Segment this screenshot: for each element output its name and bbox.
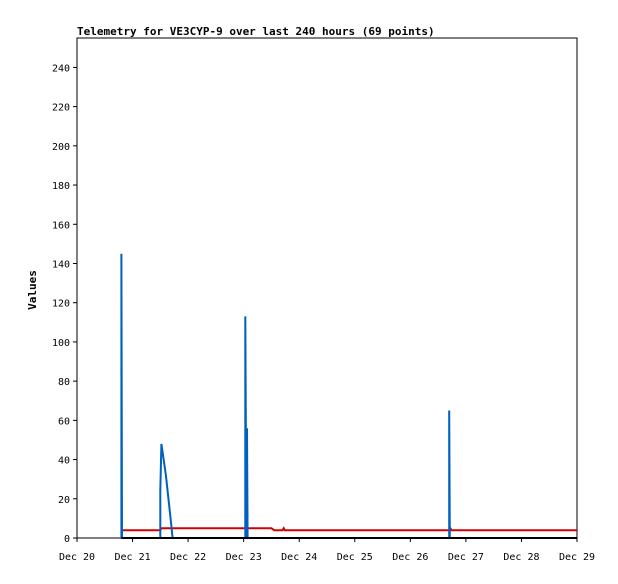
y-axis-label: Values — [26, 270, 39, 310]
y-tick-label: 100 — [52, 338, 70, 349]
y-tick-label: 120 — [52, 299, 70, 310]
y-tick-label: 180 — [52, 181, 70, 192]
y-tick-label: 80 — [58, 377, 70, 388]
y-tick-label: 160 — [52, 220, 70, 231]
x-tick-label: Dec 29 — [559, 552, 595, 563]
x-tick-label: Dec 24 — [281, 552, 317, 563]
x-tick-label: Dec 20 — [59, 552, 95, 563]
y-tick-label: 0 — [64, 534, 70, 545]
x-axis-ticks: Dec 20 Dec 21 Dec 22 Dec 23 Dec 24 Dec 25 Dec … — [59, 538, 595, 563]
y-tick-label: 220 — [52, 103, 70, 114]
x-tick-label: Dec 28 — [503, 552, 539, 563]
y-tick-label: 60 — [58, 416, 70, 427]
y-tick-label: 40 — [58, 456, 70, 467]
y-tick-label: 140 — [52, 259, 70, 270]
y-tick-label: 200 — [52, 142, 70, 153]
y-axis-ticks: 0 20 40 60 80 100 120 140 160 180 200 220 240 — [52, 63, 77, 545]
plot-frame — [76, 37, 578, 539]
y-tick-label: 240 — [52, 63, 70, 74]
x-tick-label: Dec 26 — [392, 552, 428, 563]
x-tick-label: Dec 27 — [448, 552, 484, 563]
x-tick-label: Dec 21 — [114, 552, 150, 563]
y-tick-label: 20 — [58, 495, 70, 506]
series-layer — [120, 253, 577, 539]
x-tick-label: Dec 22 — [170, 552, 206, 563]
x-tick-label: Dec 25 — [337, 552, 373, 563]
x-tick-label: Dec 23 — [226, 552, 262, 563]
chart-title: Telemetry for VE3CYP-9 over last 240 hou… — [77, 25, 435, 38]
